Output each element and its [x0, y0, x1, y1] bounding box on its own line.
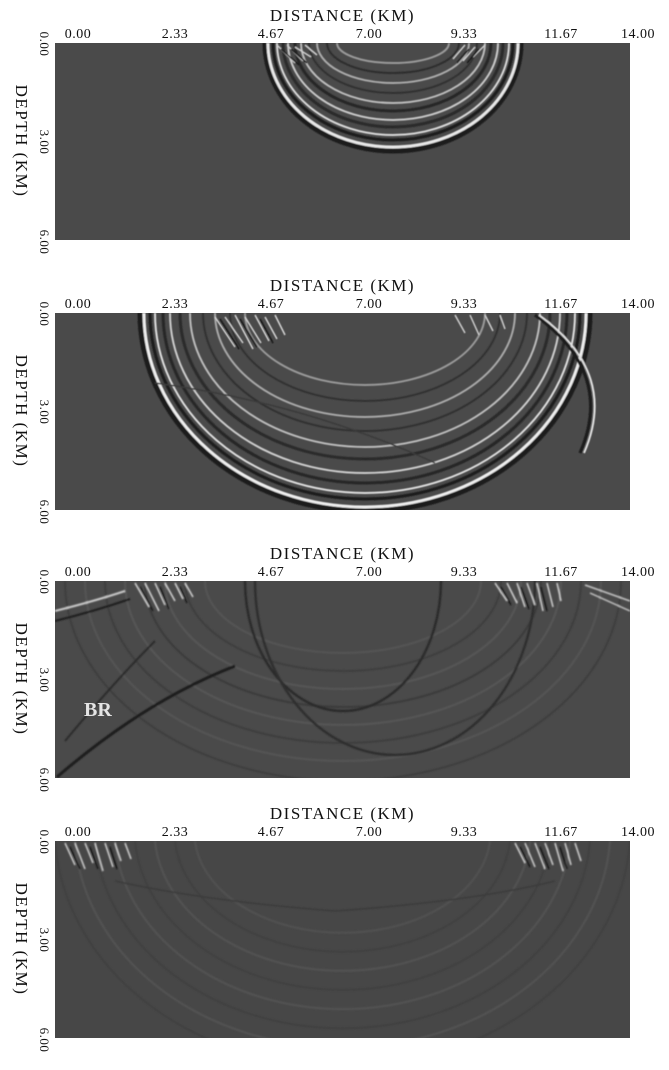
x-tick-label: 7.00	[355, 27, 383, 42]
y-tick-label: 3.00	[37, 927, 52, 953]
x-tick-label: 7.00	[355, 297, 383, 312]
x-tick-label: 4.67	[257, 825, 285, 840]
x-tick-label: 14.00	[621, 297, 655, 312]
y-tick-label: 0.00	[37, 569, 52, 595]
x-tick-label: 2.33	[161, 297, 189, 312]
x-tick-label: 9.33	[450, 565, 478, 580]
x-tick-labels: 0.00 2.33 4.67 7.00 9.33 11.67 14.00	[0, 27, 669, 45]
x-axis-title: DISTANCE (KM)	[269, 804, 416, 823]
wavefield-image	[55, 581, 630, 778]
snapshot-panel-4: DISTANCE (KM) 0.00 2.33 4.67 7.00 9.33 1…	[0, 798, 669, 1066]
x-tick-label: 11.67	[544, 565, 578, 580]
y-tick-label: 3.00	[37, 399, 52, 425]
wavefield-image	[55, 841, 630, 1038]
x-tick-label: 4.67	[257, 27, 285, 42]
x-tick-label: 0.00	[64, 297, 92, 312]
snapshot-panel-3: DISTANCE (KM) 0.00 2.33 4.67 7.00 9.33 1…	[0, 538, 669, 806]
y-tick-label: 6.00	[37, 229, 52, 255]
x-tick-label: 14.00	[621, 27, 655, 42]
x-tick-label: 7.00	[355, 565, 383, 580]
wavefield-image	[55, 43, 630, 240]
x-axis-title: DISTANCE (KM)	[269, 276, 416, 295]
x-axis-title: DISTANCE (KM)	[269, 6, 416, 25]
x-tick-label: 9.33	[450, 825, 478, 840]
x-axis-title: DISTANCE (KM)	[269, 544, 416, 563]
x-tick-label: 9.33	[450, 27, 478, 42]
x-tick-label: 4.67	[257, 297, 285, 312]
x-tick-labels: 0.00 2.33 4.67 7.00 9.33 11.67 14.00	[0, 565, 669, 583]
x-tick-label: 4.67	[257, 565, 285, 580]
y-tick-label: 3.00	[37, 129, 52, 155]
y-tick-label: 6.00	[37, 499, 52, 525]
y-axis-title: DEPTH (KM)	[12, 354, 31, 468]
x-tick-label: 2.33	[161, 565, 189, 580]
x-tick-labels: 0.00 2.33 4.67 7.00 9.33 11.67 14.00	[0, 297, 669, 315]
x-tick-label: 11.67	[544, 297, 578, 312]
br-annotation: BR	[84, 699, 112, 721]
y-tick-label: 3.00	[37, 667, 52, 693]
x-tick-label: 9.33	[450, 297, 478, 312]
x-tick-label: 11.67	[544, 27, 578, 42]
x-tick-label: 0.00	[64, 825, 92, 840]
y-tick-label: 0.00	[37, 301, 52, 327]
x-tick-label: 14.00	[621, 825, 655, 840]
x-tick-label: 2.33	[161, 825, 189, 840]
x-tick-label: 11.67	[544, 825, 578, 840]
y-axis-title: DEPTH (KM)	[12, 622, 31, 736]
y-tick-label: 0.00	[37, 31, 52, 57]
snapshot-panel-1: DISTANCE (KM) 0.00 2.33 4.67 7.00 9.33 1…	[0, 0, 669, 268]
wavefield-image	[55, 313, 630, 510]
x-tick-label: 2.33	[161, 27, 189, 42]
x-tick-labels: 0.00 2.33 4.67 7.00 9.33 11.67 14.00	[0, 825, 669, 843]
x-tick-label: 0.00	[64, 27, 92, 42]
x-tick-label: 7.00	[355, 825, 383, 840]
y-axis-title: DEPTH (KM)	[12, 84, 31, 198]
y-tick-label: 6.00	[37, 1027, 52, 1053]
x-tick-label: 0.00	[64, 565, 92, 580]
y-tick-label: 0.00	[37, 829, 52, 855]
snapshot-panel-2: DISTANCE (KM) 0.00 2.33 4.67 7.00 9.33 1…	[0, 270, 669, 538]
x-tick-label: 14.00	[621, 565, 655, 580]
y-tick-label: 6.00	[37, 767, 52, 793]
y-axis-title: DEPTH (KM)	[12, 882, 31, 996]
